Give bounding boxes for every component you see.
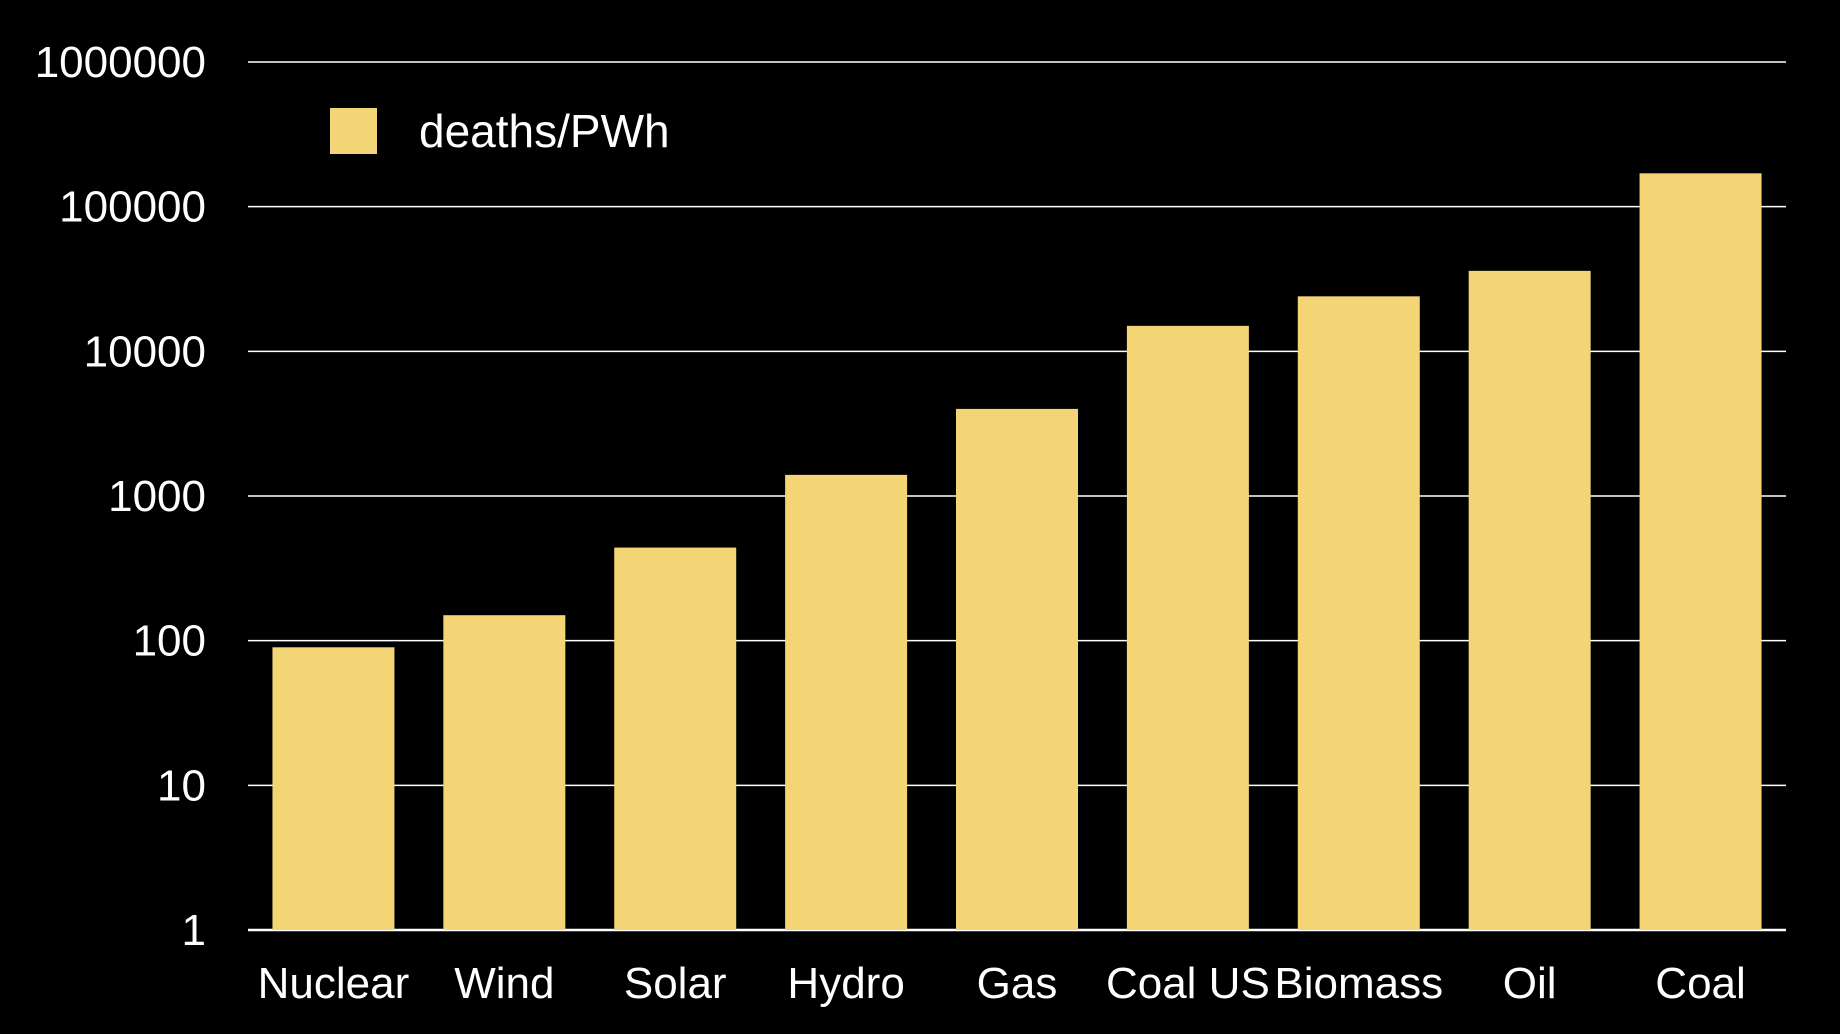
x-tick-label: Nuclear: [258, 959, 410, 1008]
y-tick-label: 1000000: [35, 38, 206, 87]
x-tick-label: Coal: [1655, 959, 1746, 1008]
x-tick-label: Wind: [454, 959, 554, 1008]
x-tick-label: Coal US: [1106, 959, 1270, 1008]
bar-biomass: [1297, 296, 1420, 930]
y-tick-label: 10: [157, 761, 206, 810]
x-tick-label: Hydro: [787, 959, 904, 1008]
y-tick-label: 100: [133, 617, 206, 666]
legend-swatch: [330, 108, 377, 154]
x-tick-label: Oil: [1503, 959, 1557, 1008]
bar-coal-us: [1126, 325, 1249, 931]
x-axis-ticks: Nuclear Wind Solar Hydro Gas Coal US Biomass Oi…: [258, 959, 1746, 1008]
bar-wind: [443, 615, 566, 930]
bar-coal: [1639, 173, 1762, 931]
y-tick-label: 1: [182, 906, 206, 955]
x-tick-label: Biomass: [1274, 959, 1443, 1008]
y-axis-ticks: 1 10 100 1000 10000 100000 1000000: [35, 38, 206, 955]
bars: [272, 173, 1762, 931]
x-tick-label: Solar: [624, 959, 727, 1008]
bar-oil: [1468, 270, 1591, 930]
legend: deaths/PWh: [330, 105, 670, 157]
legend-label: deaths/PWh: [419, 105, 670, 157]
bar-hydro: [785, 474, 908, 930]
y-tick-label: 100000: [59, 183, 206, 232]
y-tick-label: 1000: [108, 472, 206, 521]
bar-gas: [956, 408, 1078, 930]
bar-solar: [614, 547, 737, 930]
x-tick-label: Gas: [977, 959, 1058, 1008]
bar-nuclear: [272, 647, 395, 930]
y-tick-label: 10000: [84, 327, 206, 376]
